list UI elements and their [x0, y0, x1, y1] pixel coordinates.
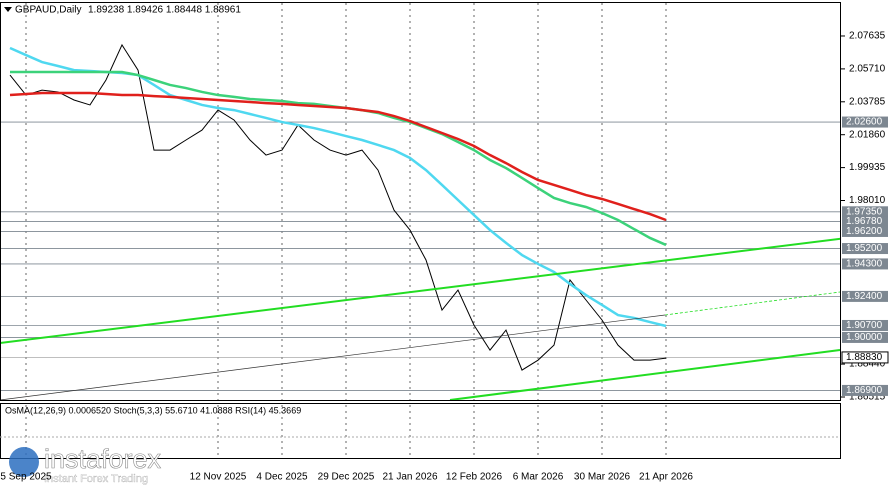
current-price-label: 1.88830	[846, 352, 883, 363]
x-tick-label: 21 Jan 2026	[382, 472, 437, 483]
y-tick-label: 1.98010	[849, 195, 886, 206]
level-label: 1.95200	[846, 243, 883, 254]
trend-line	[449, 349, 841, 401]
current-price-box	[841, 351, 889, 364]
watermark-brand: instaforex	[44, 444, 162, 474]
x-tick-label: 29 Dec 2025	[318, 472, 375, 483]
x-tick-label: 12 Nov 2025	[190, 472, 247, 483]
x-tick-label: 4 Dec 2025	[256, 472, 308, 483]
menu-triangle[interactable]	[4, 7, 12, 12]
ohlc-values: 1.89238 1.89426 1.88448 1.88961	[88, 5, 241, 16]
x-tick-label: 5 Sep 2025	[0, 472, 52, 483]
level-box	[842, 290, 888, 302]
trend-line	[0, 314, 666, 401]
indicator-header: OsMA(12,26,9) 0.0006520 Stoch(5,3,3) 55.…	[5, 405, 301, 415]
x-tick-label: 12 Feb 2026	[446, 472, 503, 483]
level-label: 1.92400	[846, 291, 883, 302]
watermark-tagline: Instant Forex Trading	[44, 473, 148, 485]
level-label: 1.94300	[846, 259, 883, 270]
price-frame	[0, 2, 841, 401]
x-tick-label: 6 Mar 2026	[513, 472, 564, 483]
y-tick-label: 2.07635	[849, 31, 886, 42]
level-label: 1.97350	[846, 206, 883, 217]
level-label: 1.96200	[846, 226, 883, 237]
level-box	[842, 331, 888, 343]
trend-line	[664, 291, 841, 316]
level-box	[842, 116, 888, 128]
level-box	[842, 206, 888, 218]
y-tick-label: 1.88440	[849, 359, 886, 370]
x-tick-label: 21 Apr 2026	[639, 472, 693, 483]
y-tick-label: 2.03785	[849, 96, 886, 107]
trend-line	[0, 231, 895, 344]
indicator-frame	[0, 403, 841, 459]
series-line	[9, 43, 667, 371]
level-box	[842, 319, 888, 331]
level-label: 2.02600	[846, 117, 883, 128]
level-box	[842, 243, 888, 255]
series-line	[9, 91, 667, 222]
y-tick-label: 1.86515	[849, 392, 886, 403]
y-tick-label: 2.01860	[849, 129, 886, 140]
logo	[9, 447, 39, 477]
y-tick-label: 1.99935	[849, 162, 886, 173]
y-tick-label: 2.05710	[849, 64, 886, 75]
symbol-title: GBPAUD,Daily	[15, 5, 82, 16]
level-box	[842, 384, 888, 396]
x-tick-label: 30 Mar 2026	[574, 472, 631, 483]
level-box	[842, 225, 888, 237]
level-label: 1.90700	[846, 320, 883, 331]
level-box	[842, 258, 888, 270]
plot-area	[0, 3, 841, 458]
level-label: 1.90000	[846, 332, 883, 343]
level-box	[842, 216, 888, 228]
level-label: 1.96780	[846, 216, 883, 227]
level-label: 1.86900	[846, 385, 883, 396]
